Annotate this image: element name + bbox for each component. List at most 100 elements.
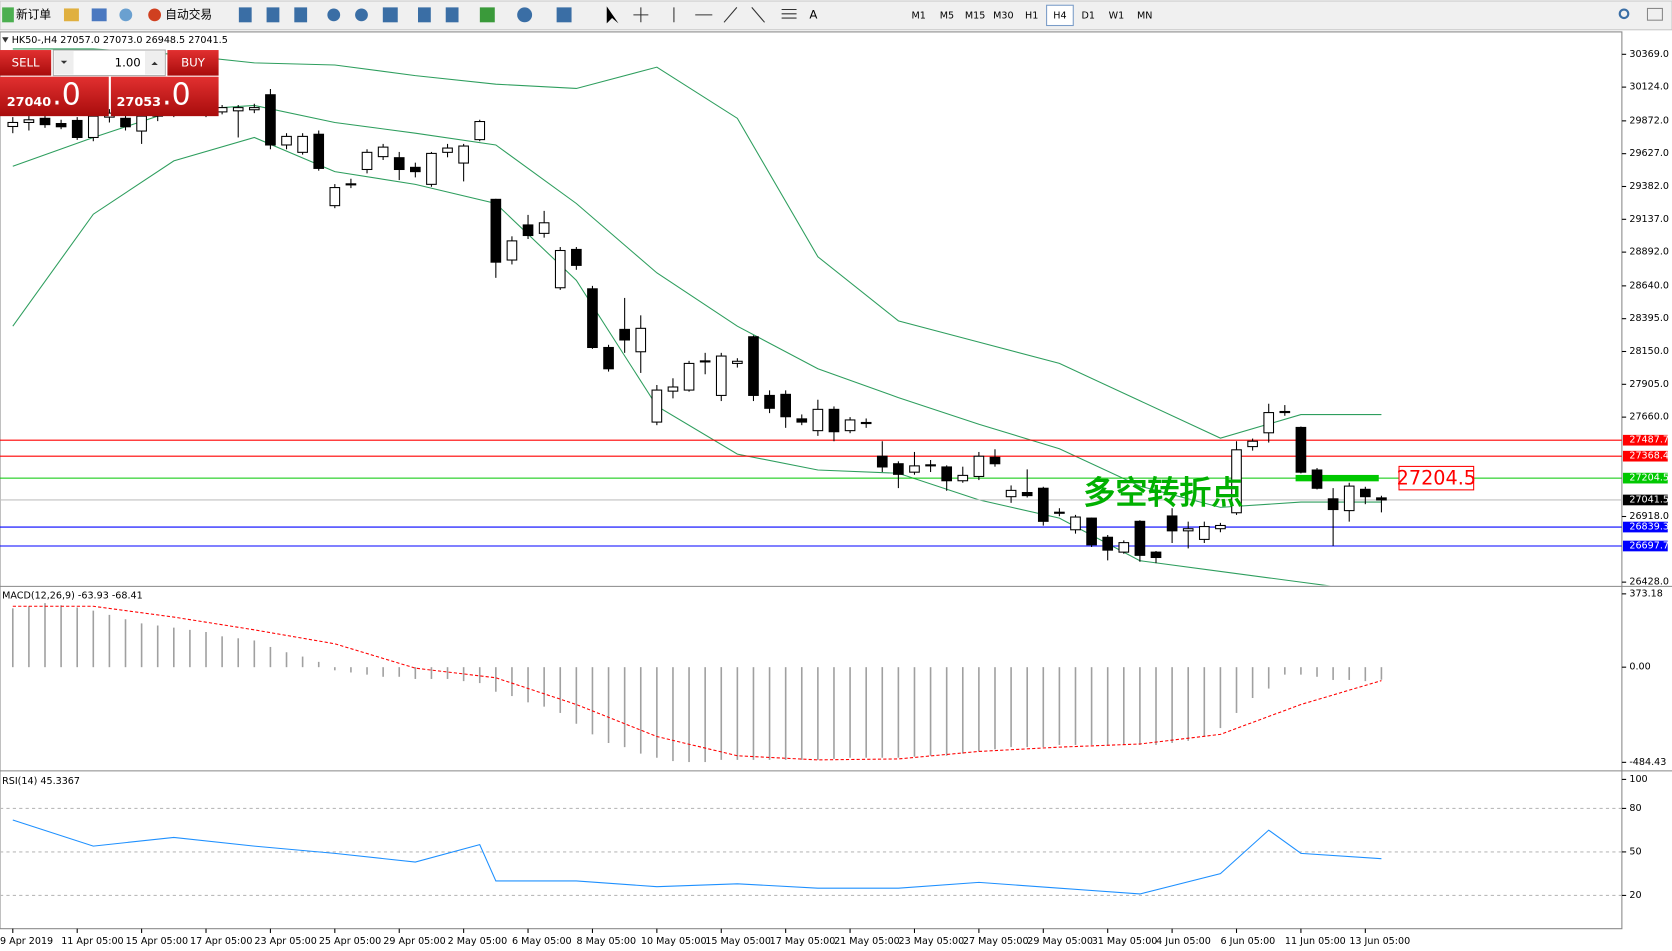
sell-price-frac: .0 [52, 77, 80, 112]
auto-trading-icon[interactable] [148, 8, 162, 22]
x-tick-label: 15 May 05:00 [705, 936, 771, 947]
messages[interactable] [1646, 7, 1663, 21]
y-tick-label: 29137.0 [1629, 214, 1669, 225]
x-tick-label: 4 Jun 05:00 [1156, 936, 1211, 947]
candle-body [410, 166, 421, 173]
buy-button[interactable] [167, 50, 219, 76]
timeframe[interactable]: W1 [1109, 10, 1125, 21]
timeframe[interactable]: M30 [993, 10, 1013, 21]
y-tick-label: 50 [1629, 846, 1641, 857]
candle-body [1037, 487, 1049, 522]
icon[interactable] [556, 7, 572, 23]
buy-price-box[interactable] [110, 76, 219, 117]
candle-body [329, 187, 341, 207]
level-label-bg [1622, 521, 1668, 533]
timeframe[interactable]: D1 [1081, 10, 1094, 21]
toolbar: 新订单 自动交易 A M1 M5 M15 M30 H1 H4 D1 W1 MN [0, 0, 1672, 31]
sell-price-box[interactable] [0, 76, 109, 117]
icon[interactable] [266, 7, 280, 23]
icon[interactable] [382, 7, 398, 23]
candle-body [1005, 489, 1017, 498]
level-callout: 27204.5 [1397, 467, 1476, 490]
buy-label[interactable]: BUY [181, 55, 206, 69]
timeframe-active [1046, 4, 1074, 27]
macd-pane [11, 603, 1383, 763]
level-label: 27487.7 [1629, 435, 1669, 446]
trade-panel: SELL 1.00 BUY 27040 .0 27053 .0 [0, 49, 219, 117]
candle-body [764, 394, 775, 409]
y-tick-label: 100 [1629, 774, 1647, 785]
lot-size[interactable]: 1.00 [115, 55, 141, 69]
candle-body [297, 135, 308, 153]
candle-body [1247, 440, 1258, 448]
candle-body [1215, 524, 1226, 530]
level-label-bg [1622, 450, 1668, 462]
fib-tool[interactable] [781, 8, 797, 19]
level-callout-bg [1398, 465, 1475, 491]
buy-price-frac: .0 [162, 77, 190, 112]
candle-body [571, 248, 582, 266]
timeframe[interactable]: MN [1137, 10, 1152, 21]
candle-body [1311, 469, 1323, 489]
candle-body [587, 288, 598, 349]
y-tick-label: 28892.0 [1629, 247, 1669, 258]
candle-body [7, 121, 19, 128]
candle-body [844, 419, 856, 432]
new-order[interactable]: 新订单 [16, 7, 51, 21]
icon[interactable] [91, 8, 107, 22]
auto-trading[interactable]: 自动交易 [165, 7, 212, 21]
timeframe[interactable]: H1 [1025, 10, 1038, 21]
sell-label[interactable]: SELL [12, 55, 40, 69]
candle-body [23, 119, 35, 124]
candle-body [909, 465, 920, 473]
candle-body [925, 464, 936, 467]
x-tick-label: 15 Apr 05:00 [126, 936, 188, 947]
new-order-icon[interactable] [2, 7, 14, 23]
rsi-title: RSI(14) 45.3367 [2, 776, 80, 787]
icon[interactable] [119, 8, 133, 22]
x-tick-label: 10 May 05:00 [641, 936, 707, 947]
y-tick-label: 30369.0 [1629, 49, 1669, 60]
x-tick-label: 27 May 05:00 [963, 936, 1029, 947]
y-tick-label: 28640.0 [1629, 280, 1669, 291]
crosshair-tool[interactable] [633, 7, 649, 23]
y-tick-label: 26428.0 [1629, 577, 1669, 588]
candle-body [1182, 528, 1194, 532]
timeframe[interactable]: H4 [1053, 10, 1066, 21]
x-tick-label: 29 May 05:00 [1027, 936, 1093, 947]
candle-body [748, 336, 759, 396]
icon[interactable] [445, 7, 459, 23]
icon[interactable] [238, 7, 252, 23]
timeframe[interactable]: M1 [911, 10, 925, 21]
line-tools[interactable] [673, 7, 765, 23]
y-tick-label: 20 [1629, 890, 1641, 901]
icon[interactable] [294, 7, 308, 23]
icon[interactable] [479, 7, 495, 23]
level-label-bg [1622, 472, 1668, 484]
timeframe[interactable]: M15 [965, 10, 985, 21]
candle-body [1118, 542, 1130, 553]
level-label: 27368.4 [1629, 451, 1669, 462]
candle-body [1070, 516, 1081, 531]
y-tick-label: 26918.0 [1629, 511, 1669, 522]
y-tick-label: 27905.0 [1629, 379, 1669, 390]
candle-body [426, 152, 437, 185]
candle-body [120, 117, 131, 128]
candle-body [55, 123, 67, 128]
timeframe[interactable]: M5 [940, 10, 954, 21]
icon[interactable] [63, 8, 79, 22]
candle-body [1166, 515, 1178, 532]
zoom-in[interactable] [327, 8, 341, 22]
candle-body [941, 466, 953, 482]
x-tick-label: 11 Jun 05:00 [1285, 936, 1346, 947]
x-tick-label: 9 Apr 2019 [0, 936, 53, 947]
search[interactable] [1618, 8, 1630, 20]
candle-body [812, 408, 824, 432]
zoom-out[interactable] [355, 8, 368, 22]
icon[interactable] [517, 7, 533, 23]
sell-button[interactable] [0, 50, 52, 76]
text-tool[interactable]: A [809, 7, 817, 21]
bollinger-middle [12, 104, 1382, 508]
candle-body [1295, 426, 1307, 473]
icon[interactable] [418, 7, 431, 23]
